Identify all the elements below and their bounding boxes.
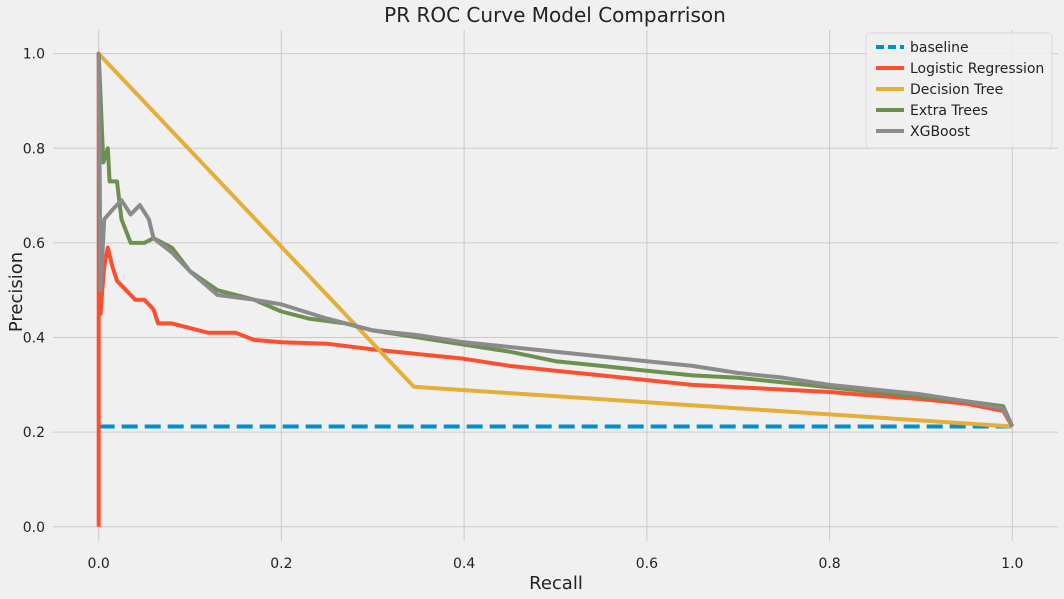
x-axis-ticks: 0.0 0.2 0.4 0.6 0.8 1.0 bbox=[88, 556, 1024, 572]
legend-label: baseline bbox=[910, 40, 969, 56]
legend-box bbox=[865, 32, 1053, 149]
x-tick-label: 0.0 bbox=[88, 556, 110, 572]
legend-label: XGBoost bbox=[910, 124, 970, 140]
legend-label: Decision Tree bbox=[910, 82, 1003, 98]
x-tick-label: 0.6 bbox=[636, 556, 658, 572]
x-tick-label: 0.2 bbox=[270, 556, 292, 572]
y-tick-label: 0.4 bbox=[23, 331, 45, 347]
x-axis-label: Recall bbox=[529, 573, 583, 594]
y-tick-label: 0.2 bbox=[23, 425, 45, 441]
plot-series bbox=[96, 51, 1015, 527]
x-tick-label: 0.4 bbox=[453, 556, 475, 572]
y-tick-label: 1.0 bbox=[23, 47, 45, 63]
y-tick-label: 0.0 bbox=[23, 520, 45, 536]
y-tick-label: 0.8 bbox=[23, 141, 45, 157]
x-tick-label: 0.8 bbox=[818, 556, 840, 572]
y-axis-ticks: 0.0 0.2 0.4 0.6 0.8 1.0 bbox=[23, 47, 45, 536]
x-tick-label: 1.0 bbox=[1001, 556, 1023, 572]
chart-title: PR ROC Curve Model Comparrison bbox=[384, 3, 726, 27]
legend-label: Logistic Regression bbox=[910, 61, 1044, 77]
series-line-decision-tree bbox=[97, 52, 1013, 429]
y-axis-label: Precision bbox=[6, 252, 27, 332]
series-line-logistic-regression bbox=[96, 51, 1015, 527]
legend-label: Extra Trees bbox=[910, 103, 988, 119]
y-tick-label: 0.6 bbox=[23, 236, 45, 252]
legend: baseline Logistic Regression Decision Tree… bbox=[865, 32, 1053, 149]
series-line-xgboost bbox=[96, 53, 1015, 428]
